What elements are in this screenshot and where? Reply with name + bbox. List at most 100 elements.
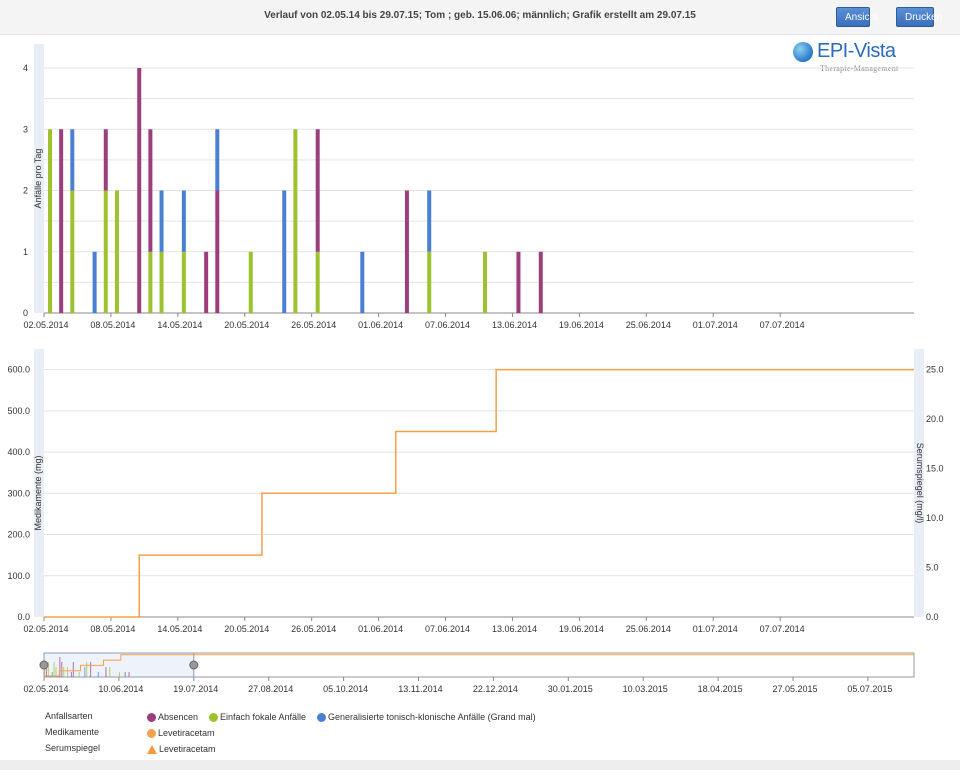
navigator-bar [97, 672, 99, 677]
y-tick-label: 300.0 [7, 488, 30, 498]
legend-row-anfallsarten: Anfallsarten Absencen Einfach fokale Anf… [0, 710, 960, 724]
legend-item-levetiracetam-med[interactable]: Levetiracetam [147, 726, 215, 740]
navigator-bar [124, 672, 126, 677]
navigator-line [44, 654, 914, 677]
navigator-handle-right[interactable] [189, 660, 199, 670]
navigator-bar [63, 667, 65, 677]
y2-tick-label: 20.0 [926, 414, 944, 424]
bar-segment-grandmal [215, 129, 220, 191]
bar-segment-absencen [59, 129, 64, 313]
legend-item-levetiracetam-serum[interactable]: Levetiracetam [147, 742, 216, 756]
bar-segment-grandmal [159, 190, 164, 252]
medication-chart: 0.0 100.0 200.0 300.0 400.0 500.0 600.0 0.0 5.0 1… [7, 349, 944, 634]
navigator-bar [61, 662, 63, 677]
navigator-handle-left[interactable] [39, 660, 49, 670]
legend-dot-icon [147, 728, 156, 738]
x-tick-label: 19.06.2014 [559, 320, 604, 330]
bar-segment-einfach [181, 251, 186, 313]
legend-row-serumspiegel: Serumspiegel Levetiracetam [0, 742, 960, 756]
bar-segment-absencen [315, 129, 320, 252]
legend-item-grand-mal[interactable]: Generalisierte tonisch-klonische Anfälle… [317, 710, 536, 724]
y-axis-band-right [914, 349, 924, 617]
navigator-tick-label: 27.05.2015 [772, 684, 817, 694]
navigator-tick-label: 27.08.2014 [248, 684, 293, 694]
bar-segment-absencen [404, 190, 409, 313]
x-tick-label: 13.06.2014 [492, 320, 537, 330]
legend-item-label: Generalisierte tonisch-klonische Anfälle… [328, 712, 536, 722]
navigator-bar [109, 667, 111, 677]
legend-item-label: Absencen [158, 712, 199, 722]
ansicht-button[interactable]: Ansicht [836, 7, 878, 27]
legend-row-label: Anfallsarten [45, 711, 93, 721]
bar-segment-absencen [215, 190, 220, 313]
navigator-bar [53, 662, 55, 677]
y-tick-label: 0 [23, 308, 28, 318]
x-tick-label: 01.07.2014 [693, 624, 738, 634]
y-tick-label: 500.0 [7, 406, 30, 416]
bottom-bar [0, 760, 960, 770]
y-tick-label: 600.0 [7, 365, 30, 375]
navigator-bar [72, 662, 74, 677]
series-line-levetiracetam [44, 368, 914, 618]
y-axis-band [34, 44, 44, 313]
timeline-navigator[interactable]: 02.05.2014 10.06.2014 19.07.2014 27.08.2014… [23, 652, 915, 694]
bar-segment-grandmal [282, 190, 287, 313]
navigator-tick-label: 02.05.2014 [23, 684, 68, 694]
y-tick-label: 3 [23, 124, 28, 134]
navigator-tick-label: 10.06.2014 [98, 684, 143, 694]
seizure-chart: 0 1 2 3 4 Anfälle pro Tag 02.05.2014 08.05.2014… [23, 44, 914, 330]
globe-icon [793, 42, 813, 62]
legend-dot-icon [209, 712, 218, 722]
navigator-bar [47, 662, 49, 677]
x-tick-label: 25.06.2014 [626, 320, 671, 330]
legend-row-medikamente: Medikamente Levetiracetam [0, 726, 960, 740]
navigator-bar [78, 672, 80, 677]
page-title: Verlauf von 02.05.14 bis 29.07.15; Tom ;… [264, 10, 696, 21]
bar-segment-absencen [103, 129, 108, 191]
navigator-bar [44, 662, 45, 677]
x-tick-label: 01.07.2014 [693, 320, 738, 330]
x-tick-label: 19.06.2014 [559, 624, 604, 634]
y-axis-title: Anfälle pro Tag [33, 149, 43, 209]
navigator-bar [59, 657, 61, 677]
legend-item-label: Levetiracetam [159, 744, 216, 754]
legend-item-einfach-fokale[interactable]: Einfach fokale Anfälle [209, 710, 306, 724]
x-tick-label: 25.06.2014 [626, 624, 671, 634]
x-tick-label: 07.06.2014 [425, 624, 470, 634]
x-tick-label: 02.05.2014 [23, 320, 68, 330]
navigator-bar [90, 662, 92, 677]
x-tick-label: 08.05.2014 [90, 320, 135, 330]
legend-item-label: Levetiracetam [158, 728, 215, 738]
x-tick-label: 01.06.2014 [358, 320, 403, 330]
legend-dot-icon [147, 712, 156, 722]
legend-item-absencen[interactable]: Absencen [147, 710, 198, 724]
bar-segment-einfach [248, 251, 253, 313]
navigator-tick-label: 30.01.2015 [548, 684, 593, 694]
navigator-bar [128, 672, 130, 677]
bar-segment-einfach [48, 129, 52, 313]
bar-segment-grandmal [92, 251, 97, 313]
navigator-bar [84, 667, 86, 677]
bar-segment-einfach [70, 190, 75, 313]
navigator-bar [51, 672, 53, 677]
x-tick-label: 14.05.2014 [157, 624, 202, 634]
bar-segment-einfach [293, 129, 298, 313]
y2-tick-label: 10.0 [926, 513, 944, 523]
y-tick-label: 1 [23, 247, 28, 257]
navigator-tick-label: 18.04.2015 [698, 684, 743, 694]
bar-segment-absencen [516, 251, 521, 313]
y2-tick-label: 5.0 [926, 563, 939, 573]
drucken-button[interactable]: Drucken [896, 7, 942, 27]
navigator-tick-label: 05.07.2015 [847, 684, 892, 694]
legend-row-label: Medikamente [45, 727, 100, 737]
legend-row-label: Serumspiegel [45, 743, 101, 753]
legend-item-label: Einfach fokale Anfälle [220, 712, 307, 722]
navigator-bar [105, 667, 107, 677]
x-tick-label: 14.05.2014 [157, 320, 202, 330]
bar-segment-grandmal [427, 190, 432, 252]
bar-segment-absencen [204, 251, 209, 313]
x-tick-label: 07.07.2014 [760, 624, 805, 634]
navigator-tick-label: 22.12.2014 [473, 684, 518, 694]
navigator-bar [70, 672, 72, 677]
